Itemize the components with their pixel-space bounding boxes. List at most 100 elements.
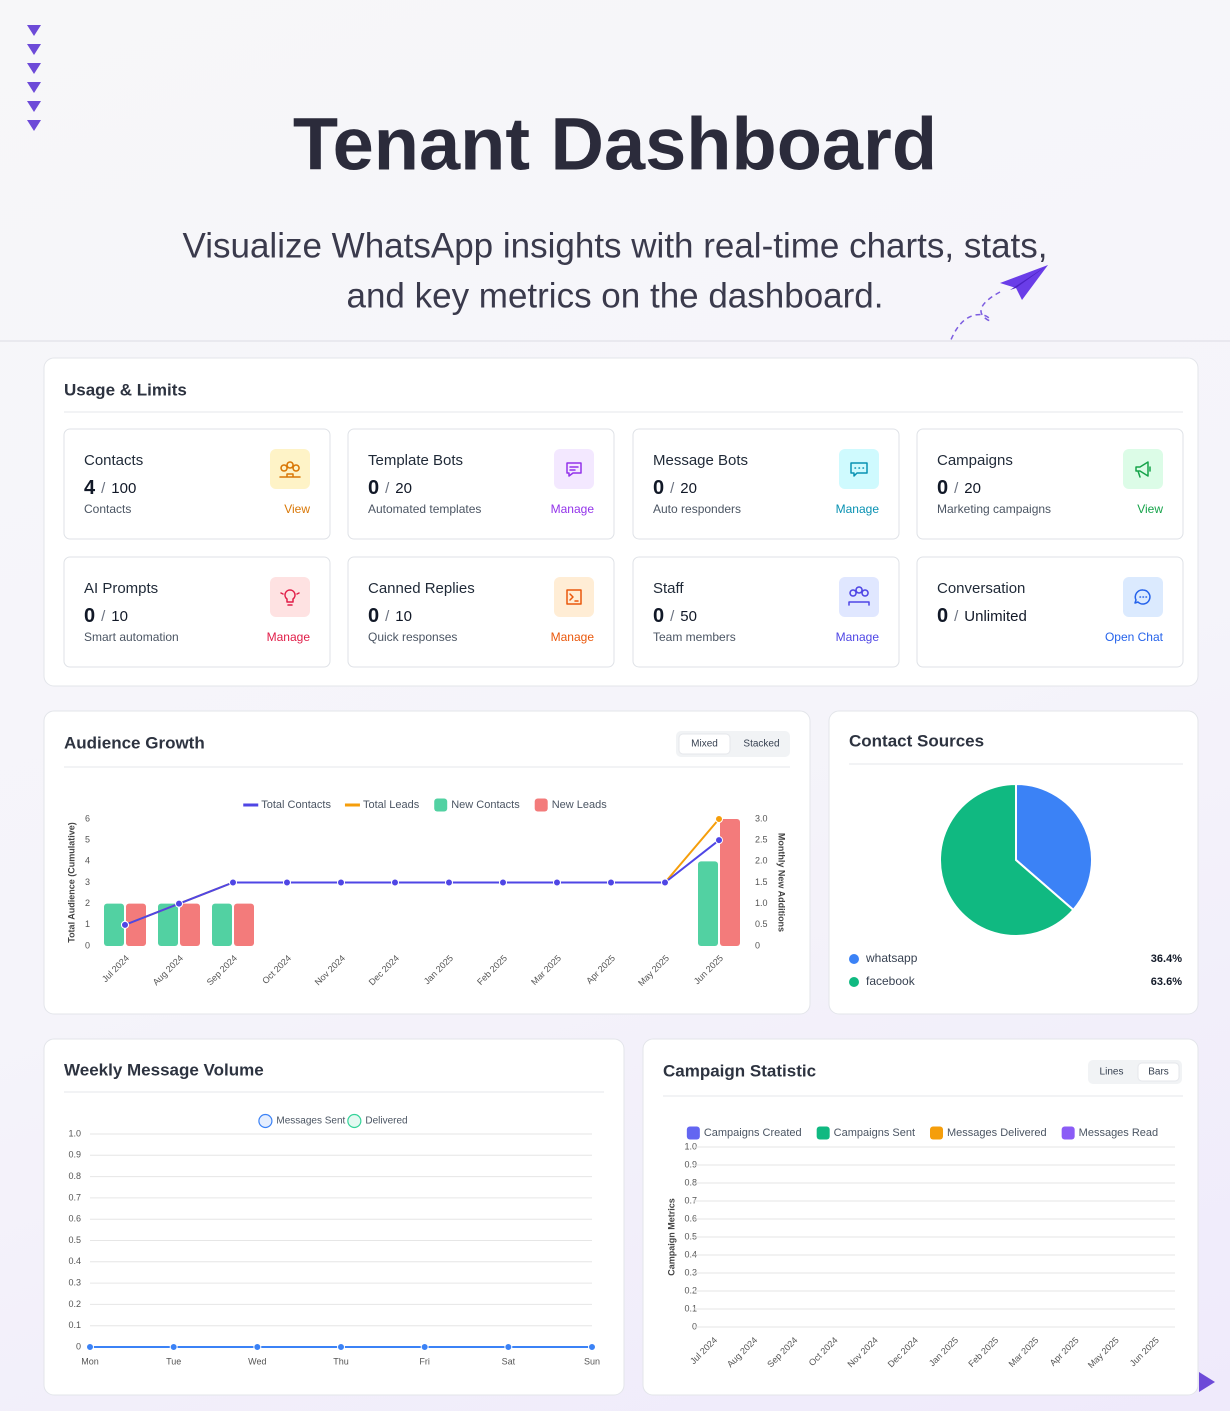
- count-separator: /: [101, 480, 106, 497]
- y-tick-label: 0.4: [68, 1256, 81, 1266]
- y-tick-label: 0: [692, 1321, 697, 1331]
- chart-panel: [43, 1038, 625, 1396]
- toggle-button[interactable]: Lines: [1100, 1067, 1124, 1078]
- legend-label[interactable]: facebook: [866, 974, 916, 988]
- legend-swatch: [686, 1126, 700, 1140]
- legend-swatch: [849, 954, 859, 964]
- y-axis-title: Total Audience (Cumulative): [66, 822, 76, 943]
- card-icon: [566, 462, 582, 477]
- card-action[interactable]: Open Chat: [1105, 630, 1164, 644]
- card-action[interactable]: Manage: [551, 630, 595, 644]
- card-action[interactable]: Manage: [836, 502, 880, 516]
- point: [420, 1343, 429, 1351]
- point: [553, 878, 561, 887]
- card-caption: Contacts: [84, 502, 131, 516]
- count-separator: /: [101, 608, 106, 625]
- card-icon: [848, 586, 870, 606]
- y-tick-label: 1.0: [684, 1141, 697, 1151]
- y-tick-label: 0.6: [68, 1214, 81, 1224]
- count-used: 0: [84, 605, 95, 627]
- count-separator: /: [954, 480, 959, 497]
- point: [283, 878, 291, 887]
- paper-plane: [949, 265, 1048, 343]
- card-action[interactable]: Manage: [267, 630, 311, 644]
- bar: [126, 903, 146, 946]
- count-used: 0: [937, 605, 948, 627]
- y-tick-label: 5: [85, 835, 90, 845]
- y-tick-label: 3: [85, 877, 90, 887]
- toggle-button[interactable]: Stacked: [743, 739, 779, 750]
- card-box: [916, 556, 1184, 668]
- legend-item[interactable]: Total Contacts: [243, 799, 331, 811]
- usage-card: Canned Replies 0 / 10 Quick responses Manage: [347, 556, 615, 668]
- x-tick-label: Wed: [248, 1356, 266, 1366]
- toggle-button[interactable]: Mixed: [691, 739, 718, 750]
- card-icon-box: [270, 449, 310, 489]
- card-caption: Marketing campaigns: [937, 502, 1051, 516]
- toggle-button[interactable]: Bars: [1148, 1067, 1169, 1078]
- legend-item[interactable]: Campaigns Sent: [816, 1126, 915, 1140]
- card-action[interactable]: View: [1137, 502, 1163, 516]
- card-action[interactable]: Manage: [836, 630, 880, 644]
- legend-item[interactable]: Messages Read: [1061, 1126, 1159, 1140]
- card-title: Message Bots: [653, 452, 748, 469]
- bar: [104, 903, 124, 946]
- legend-swatch: [258, 1113, 273, 1129]
- point: [499, 878, 507, 887]
- legend-item[interactable]: Delivered: [347, 1113, 408, 1129]
- y2-axis-title: Monthly New Additions: [777, 833, 787, 932]
- card-count: 0 / 10: [84, 605, 128, 627]
- point: [229, 878, 237, 887]
- chart-title: Weekly Message Volume: [64, 1060, 264, 1079]
- point: [661, 878, 669, 887]
- value-label: 63.6%: [1151, 976, 1182, 988]
- card-action[interactable]: Manage: [551, 502, 595, 516]
- point: [337, 1343, 345, 1351]
- line: [124, 839, 720, 926]
- card-title: Contacts: [84, 452, 143, 469]
- count-used: 0: [937, 477, 948, 499]
- count-limit: 10: [395, 608, 412, 625]
- card-box: [63, 428, 331, 540]
- card-title: Template Bots: [368, 452, 463, 469]
- legend-item[interactable]: New Contacts: [434, 798, 520, 812]
- bar: [698, 861, 718, 946]
- legend-item[interactable]: Campaigns Created: [686, 1126, 802, 1140]
- usage-card: Contacts 4 / 100 Contacts View: [63, 428, 331, 540]
- usage-card: Message Bots 0 / 20 Auto responders Manage: [632, 428, 900, 540]
- usage-card: Campaigns 0 / 20 Marketing campaigns View: [916, 428, 1184, 540]
- bar: [158, 903, 178, 946]
- card-action[interactable]: View: [284, 502, 310, 516]
- legend-swatch: [1061, 1126, 1075, 1140]
- card-count: 4 / 100: [84, 477, 136, 499]
- legend-item[interactable]: Messages Delivered: [930, 1126, 1047, 1140]
- legend-label: Campaigns Created: [704, 1127, 802, 1139]
- legend-item[interactable]: Messages Sent: [258, 1113, 346, 1129]
- legend-label: Delivered: [365, 1116, 407, 1127]
- page-subtitle: Visualize WhatsApp insights with real-ti…: [183, 226, 1048, 265]
- y-tick-label: 0.5: [684, 1231, 697, 1241]
- card-title: Campaigns: [937, 452, 1013, 469]
- bar: [720, 819, 740, 946]
- usage-card: AI Prompts 0 / 10 Smart automation Manage: [63, 556, 331, 668]
- chart-panel: [642, 1038, 1199, 1396]
- card-icon: [850, 462, 868, 477]
- count-limit: 50: [680, 608, 697, 625]
- legend-item[interactable]: Total Leads: [344, 799, 420, 811]
- card-title: AI Prompts: [84, 580, 158, 597]
- legend-label: Messages Delivered: [947, 1127, 1047, 1139]
- pie-slice: [1015, 782, 1093, 912]
- decor-triangle: [1199, 1372, 1215, 1392]
- card-icon-box: [554, 449, 594, 489]
- legend-label[interactable]: whatsapp: [865, 951, 918, 965]
- card-count: 0 / 20: [937, 477, 981, 499]
- legend-label: New Leads: [552, 799, 608, 811]
- y2-tick-label: 3.0: [755, 813, 768, 823]
- x-tick-label: Thu: [333, 1356, 349, 1366]
- count-limit: 20: [680, 480, 697, 497]
- legend-item[interactable]: New Leads: [534, 798, 608, 812]
- legend-label: Messages Sent: [276, 1116, 345, 1127]
- y-tick-label: 0.3: [68, 1277, 81, 1287]
- count-used: 0: [653, 605, 664, 627]
- usage-card: Template Bots 0 / 20 Automated templates Mana…: [347, 428, 615, 540]
